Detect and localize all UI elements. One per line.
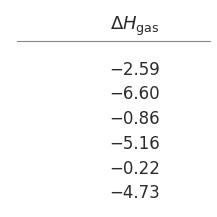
Text: −5.16: −5.16 [109, 135, 160, 153]
Text: −2.59: −2.59 [109, 61, 160, 79]
Text: $\Delta H_{\mathrm{gas}}$: $\Delta H_{\mathrm{gas}}$ [110, 15, 159, 38]
Text: −0.86: −0.86 [109, 110, 160, 128]
Text: −6.60: −6.60 [109, 85, 160, 104]
Text: −4.73: −4.73 [109, 184, 160, 202]
Text: −0.22: −0.22 [109, 160, 160, 178]
